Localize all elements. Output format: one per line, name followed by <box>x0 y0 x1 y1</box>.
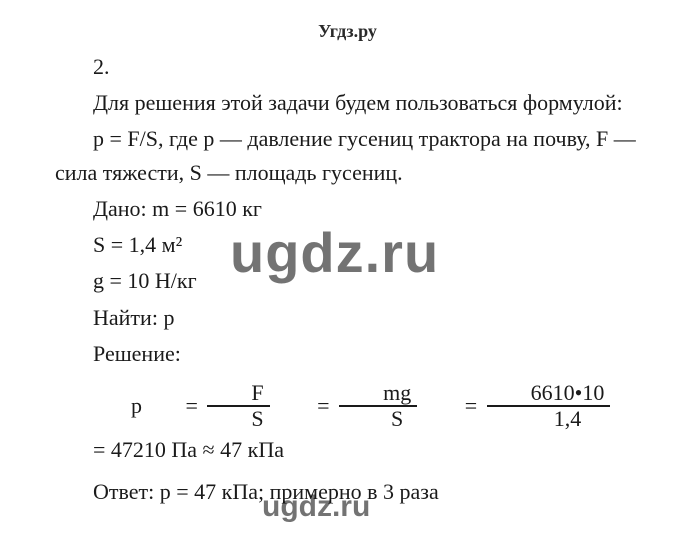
eq-frac-2: mg S <box>339 381 417 431</box>
eq-frac-3: 6610•10 1,4 <box>487 381 611 431</box>
solution-label: Решение: <box>55 337 640 371</box>
answer-line: Ответ: p = 47 кПа; примерно в 3 раза <box>55 475 640 509</box>
given-g: g = 10 Н/кг <box>55 264 640 298</box>
eq-frac-1: F S <box>207 381 269 431</box>
eq-equals-2: = <box>279 389 329 423</box>
eq-frac3-a: 6610 <box>531 380 575 405</box>
item-number: 2. <box>55 50 640 84</box>
find-value: p <box>163 305 174 330</box>
eq-frac2-num: mg <box>339 381 417 407</box>
eq-lhs: p <box>93 389 142 423</box>
given-m: m = 6610 кг <box>152 196 262 221</box>
intro-text: Для решения этой задачи будем пользовать… <box>55 86 640 120</box>
find-label: Найти: <box>93 305 163 330</box>
find-line: Найти: p <box>55 301 640 335</box>
solution-equation: p = F S = mg S = 6610•10 1,4 = 47210 Па … <box>55 381 640 467</box>
given-line: Дано: m = 6610 кг <box>55 192 640 226</box>
site-header: Угдз.ру <box>55 18 640 46</box>
answer-value: p = 47 кПа; примерно в 3 раза <box>160 479 439 504</box>
eq-frac3-b: 10 <box>582 380 604 405</box>
eq-frac1-num: F <box>207 381 269 407</box>
given-s: S = 1,4 м² <box>55 228 640 262</box>
page-content: Угдз.ру 2. Для решения этой задачи будем… <box>0 0 680 529</box>
eq-result: = 47210 Па ≈ 47 кПа <box>55 433 284 467</box>
given-label: Дано: <box>93 196 152 221</box>
eq-equals-1: = <box>148 389 198 423</box>
eq-frac3-den: 1,4 <box>487 407 611 431</box>
eq-frac3-num: 6610•10 <box>487 381 611 407</box>
answer-label: Ответ: <box>93 479 160 504</box>
eq-equals-3: = <box>427 389 477 423</box>
eq-frac1-den: S <box>207 407 269 431</box>
eq-frac2-den: S <box>339 407 417 431</box>
formula-plain: p = F/S, где p — давление гусениц тракто… <box>55 122 640 190</box>
